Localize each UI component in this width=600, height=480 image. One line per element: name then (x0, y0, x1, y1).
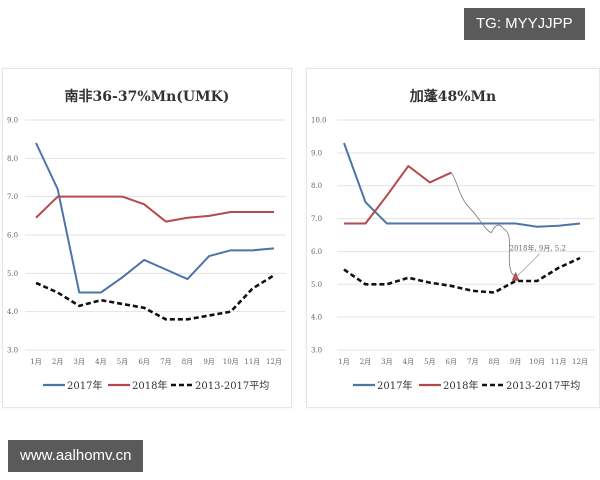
x-tick-label: 8月 (182, 358, 193, 366)
annotation-connector (450, 172, 516, 276)
annotation-leader (515, 253, 540, 278)
x-tick-label: 10月 (223, 358, 239, 366)
x-tick-label: 2月 (52, 358, 63, 366)
x-tick-label: 10月 (529, 358, 545, 366)
legend-label: 2018年 (132, 379, 167, 392)
series-line (35, 195, 274, 223)
x-tick-label: 5月 (424, 358, 435, 366)
x-tick-label: 9月 (203, 358, 214, 366)
series-line (344, 165, 452, 225)
legend-label: 2017年 (67, 379, 102, 392)
x-tick-label: 1月 (30, 358, 41, 366)
y-tick-label: 8.0 (7, 155, 18, 163)
x-tick-label: 4月 (95, 358, 106, 366)
x-tick-label: 1月 (338, 358, 349, 366)
y-tick-label: 9.0 (7, 117, 18, 125)
line-chart-gabon: 加蓬48%Mn 10.0 9.0 8.0 7.0 6.0 5.0 4.0 3.0 1月 2月 3月 4月… (311, 88, 595, 392)
legend-label: 2018年 (443, 379, 478, 392)
y-tick-label: 6.0 (7, 232, 18, 240)
y-tick-label: 4.0 (7, 308, 18, 316)
y-tick-label: 5.0 (311, 281, 322, 289)
y-tick-label: 9.0 (311, 149, 322, 157)
annotation-label: 2018年, 9月, 5.2 (510, 244, 566, 253)
y-tick-label: 3.0 (311, 347, 322, 355)
x-tick-label: 7月 (160, 358, 171, 366)
x-tick-label: 3月 (381, 358, 392, 366)
y-tick-label: 8.0 (311, 182, 322, 190)
chart-panel-gabon: 加蓬48%Mn 10.0 9.0 8.0 7.0 6.0 5.0 4.0 3.0 1月 2月 3月 4月… (306, 68, 600, 408)
x-tick-label: 12月 (266, 358, 282, 366)
x-tick-label: 12月 (572, 358, 588, 366)
y-tick-label: 3.0 (7, 347, 18, 355)
series-line (343, 142, 581, 228)
y-tick-label: 4.0 (311, 314, 322, 322)
y-tick-label: 10.0 (311, 117, 327, 125)
y-tick-label: 5.0 (7, 270, 18, 278)
y-tick-label: 7.0 (311, 215, 322, 223)
legend-label: 2013-2017平均 (506, 380, 580, 392)
x-tick-label: 3月 (74, 358, 85, 366)
x-tick-label: 8月 (488, 358, 499, 366)
y-tick-label: 6.0 (311, 248, 322, 256)
x-tick-label: 2月 (360, 358, 371, 366)
x-tick-label: 6月 (138, 358, 149, 366)
legend-label: 2013-2017平均 (195, 380, 269, 392)
y-tick-label: 7.0 (7, 193, 18, 201)
line-chart-south-africa: 南非36-37%Mn(UMK) 9.0 8.0 7.0 6.0 5.0 4.0 3.0 1月 2月… (7, 88, 286, 392)
x-tick-label: 5月 (117, 358, 128, 366)
series-line (343, 256, 581, 294)
chart-panel-south-africa: 南非36-37%Mn(UMK) 9.0 8.0 7.0 6.0 5.0 4.0 3.0 1月 2月… (2, 68, 292, 408)
legend-label: 2017年 (377, 379, 412, 392)
x-tick-label: 4月 (403, 358, 414, 366)
x-tick-label: 9月 (510, 358, 521, 366)
series-line (35, 142, 275, 294)
chart-title: 南非36-37%Mn(UMK) (65, 88, 230, 105)
x-tick-label: 6月 (446, 358, 457, 366)
series-line (35, 274, 275, 321)
x-tick-label: 7月 (467, 358, 478, 366)
watermark-url: www.aalhomv.cn (8, 440, 144, 472)
watermark-tg: TG: MYYJJPP (464, 8, 585, 40)
series-marker (511, 271, 520, 281)
x-tick-label: 11月 (551, 358, 567, 366)
chart-title: 加蓬48%Mn (409, 88, 496, 105)
x-tick-label: 11月 (244, 358, 260, 366)
